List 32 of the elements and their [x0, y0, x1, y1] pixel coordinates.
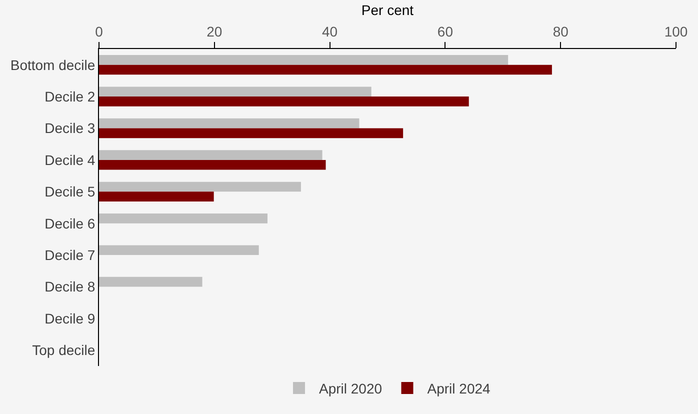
x-tick-label: 80: [552, 23, 569, 40]
x-tick-label: 0: [95, 23, 104, 40]
x-tick-label: 20: [206, 23, 222, 40]
x-axis-title: Per cent: [361, 2, 414, 18]
bar: [99, 192, 214, 202]
y-tick-label: Decile 2: [44, 88, 96, 104]
bar: [99, 128, 404, 138]
x-tick-label: 40: [322, 23, 338, 40]
bar: [99, 276, 202, 287]
bar: [99, 55, 508, 65]
legend-label: April 2020: [319, 380, 382, 396]
y-tick-label: Bottom decile: [10, 56, 96, 73]
bar: [99, 160, 326, 170]
y-tick-label: Decile 3: [44, 120, 96, 136]
y-tick-label: Decile 4: [44, 152, 96, 168]
y-tick-label: Decile 9: [44, 310, 96, 326]
bar: [99, 64, 552, 75]
bar: [99, 86, 372, 97]
bar: [99, 245, 259, 256]
legend-label: April 2024: [427, 380, 491, 396]
bar: [99, 96, 469, 106]
y-tick-label: Decile 8: [44, 278, 96, 295]
bar: [99, 182, 301, 192]
y-tick-label: Top decile: [32, 342, 96, 358]
bar: [99, 214, 268, 224]
bar: [99, 150, 322, 160]
x-tick-label: 100: [664, 23, 688, 40]
x-tick-label: 60: [437, 23, 454, 40]
y-tick-label: Decile 7: [44, 246, 96, 263]
y-tick-label: Decile 5: [44, 184, 96, 200]
bar: [99, 118, 360, 128]
y-tick-label: Decile 6: [44, 215, 96, 232]
